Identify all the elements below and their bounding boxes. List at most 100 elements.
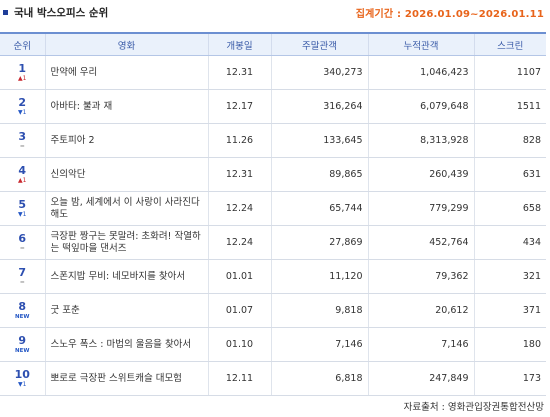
weekend-audience: 133,645 — [270, 123, 368, 158]
cumulative-audience: 452,764 — [367, 225, 474, 260]
rank-cell: 1 ▲1 — [0, 55, 45, 90]
rank-number: 10 — [14, 367, 30, 381]
weekend-audience: 340,273 — [270, 55, 368, 90]
box-office-table: 순위 영화 개봉일 주말관객 누적관객 스크린 1 ▲1 만약에 우리 12.31 34… — [0, 32, 546, 396]
rank-change: ▼1 — [0, 109, 45, 117]
release-date: 01.10 — [207, 327, 271, 362]
cumulative-audience: 247,849 — [367, 361, 474, 396]
rank-cell: 2 ▼1 — [0, 89, 45, 124]
rank-number: 7 — [18, 265, 27, 279]
aggregation-period: 집계기간 : 2026.01.09~2026.01.11 — [355, 9, 544, 20]
rank-change-value: 1 — [22, 176, 27, 184]
movie-title[interactable]: 스노우 폭스 : 마법의 울음을 찾아서 — [44, 327, 208, 362]
cumulative-audience: 1,046,423 — [367, 55, 474, 90]
rank-change: NEW — [0, 313, 45, 321]
movie-title[interactable]: 주토피아 2 — [44, 123, 208, 158]
movie-title[interactable]: 아바타: 불과 재 — [44, 89, 208, 124]
cumulative-audience: 8,313,928 — [367, 123, 474, 158]
movie-title[interactable]: 굿 포춘 — [44, 293, 208, 328]
screen-count: 321 — [473, 259, 546, 294]
col-header-release: 개봉일 — [207, 32, 271, 56]
release-date: 12.24 — [207, 225, 271, 260]
arrow-down-icon: ▼ — [18, 380, 23, 388]
movie-title[interactable]: 뽀로로 극장판 스위트캐슬 대모험 — [44, 361, 208, 396]
col-header-rank: 순위 — [0, 32, 45, 56]
rank-number: 2 — [18, 95, 27, 109]
movie-title[interactable]: 만약에 우리 — [44, 55, 208, 90]
col-header-screens: 스크린 — [473, 32, 546, 56]
col-header-weekend: 주말관객 — [270, 32, 368, 56]
release-date: 01.01 — [207, 259, 271, 294]
screen-count: 434 — [473, 225, 546, 260]
rank-change-value: 1 — [22, 74, 27, 82]
release-date: 12.17 — [207, 89, 271, 124]
cumulative-audience: 79,362 — [367, 259, 474, 294]
screen-count: 371 — [473, 293, 546, 328]
release-date: 12.24 — [207, 191, 271, 226]
table-row: 10 ▼1 뽀로로 극장판 스위트캐슬 대모험 12.11 6,818 247,849 17… — [0, 361, 546, 396]
screen-count: 1511 — [473, 89, 546, 124]
rank-number: 9 — [18, 333, 27, 347]
release-date: 11.26 — [207, 123, 271, 158]
arrow-down-icon: ▼ — [18, 108, 23, 116]
cumulative-audience: 779,299 — [367, 191, 474, 226]
rank-change: ━ — [0, 245, 45, 253]
cumulative-audience: 6,079,648 — [367, 89, 474, 124]
table-row: 3 ━ 주토피아 2 11.26 133,645 8,313,928 828 — [0, 123, 546, 158]
rank-change: ▼1 — [0, 381, 45, 389]
table-header-row: 순위 영화 개봉일 주말관객 누적관객 스크린 — [0, 32, 546, 56]
movie-title[interactable]: 극장판 짱구는 못말려: 초화려! 작열하는 떡잎마을 댄서즈 — [44, 225, 208, 260]
weekend-audience: 65,744 — [270, 191, 368, 226]
screen-count: 631 — [473, 157, 546, 192]
header: 국내 박스오피스 순위 집계기간 : 2026.01.09~2026.01.11 — [0, 0, 550, 30]
movie-title[interactable]: 신의악단 — [44, 157, 208, 192]
rank-change: ━ — [0, 279, 45, 287]
weekend-audience: 316,264 — [270, 89, 368, 124]
rank-change: NEW — [0, 347, 45, 355]
rank-cell: 5 ▼1 — [0, 191, 45, 226]
no-change-dash-icon: ━ — [20, 142, 25, 150]
rank-cell: 7 ━ — [0, 259, 45, 294]
col-header-movie: 영화 — [44, 32, 208, 56]
weekend-audience: 11,120 — [270, 259, 368, 294]
release-date: 12.11 — [207, 361, 271, 396]
table-row: 5 ▼1 오늘 밤, 세계에서 이 사랑이 사라진다 해도 12.24 65,744 77… — [0, 191, 546, 226]
cumulative-audience: 20,612 — [367, 293, 474, 328]
arrow-up-icon: ▲ — [18, 74, 23, 82]
rank-change-value: 1 — [22, 108, 27, 116]
movie-title[interactable]: 오늘 밤, 세계에서 이 사랑이 사라진다 해도 — [44, 191, 208, 226]
rank-change: ▲1 — [0, 177, 45, 185]
rank-change: ▼1 — [0, 211, 45, 219]
no-change-dash-icon: ━ — [20, 244, 25, 252]
rank-cell: 10 ▼1 — [0, 361, 45, 396]
rank-cell: 9 NEW — [0, 327, 45, 362]
weekend-audience: 6,818 — [270, 361, 368, 396]
weekend-audience: 89,865 — [270, 157, 368, 192]
table-row: 2 ▼1 아바타: 불과 재 12.17 316,264 6,079,648 1511 — [0, 89, 546, 124]
page-title: 국내 박스오피스 순위 — [3, 5, 108, 20]
release-date: 01.07 — [207, 293, 271, 328]
movie-title[interactable]: 스폰지밥 무비: 네모바지를 찾아서 — [44, 259, 208, 294]
col-header-cumulative: 누적관객 — [367, 32, 474, 56]
screen-count: 173 — [473, 361, 546, 396]
table-row: 6 ━ 극장판 짱구는 못말려: 초화려! 작열하는 떡잎마을 댄서즈 12.24 27… — [0, 225, 546, 260]
screen-count: 658 — [473, 191, 546, 226]
weekend-audience: 27,869 — [270, 225, 368, 260]
table-row: 7 ━ 스폰지밥 무비: 네모바지를 찾아서 01.01 11,120 79,362 321 — [0, 259, 546, 294]
table-row: 4 ▲1 신의악단 12.31 89,865 260,439 631 — [0, 157, 546, 192]
screen-count: 828 — [473, 123, 546, 158]
new-badge: NEW — [15, 313, 30, 320]
rank-cell: 3 ━ — [0, 123, 45, 158]
rank-cell: 4 ▲1 — [0, 157, 45, 192]
page-title-text: 국내 박스오피스 순위 — [14, 7, 109, 19]
rank-change: ━ — [0, 143, 45, 151]
rank-change-value: 1 — [22, 210, 27, 218]
table-row: 8 NEW 굿 포춘 01.07 9,818 20,612 371 — [0, 293, 546, 328]
rank-number: 6 — [18, 231, 27, 245]
rank-cell: 8 NEW — [0, 293, 45, 328]
cumulative-audience: 7,146 — [367, 327, 474, 362]
data-source: 자료출처 : 영화관입장권통합전산망 — [403, 402, 544, 413]
rank-change-value: 1 — [22, 380, 27, 388]
rank-number: 5 — [18, 197, 27, 211]
new-badge: NEW — [15, 347, 30, 354]
